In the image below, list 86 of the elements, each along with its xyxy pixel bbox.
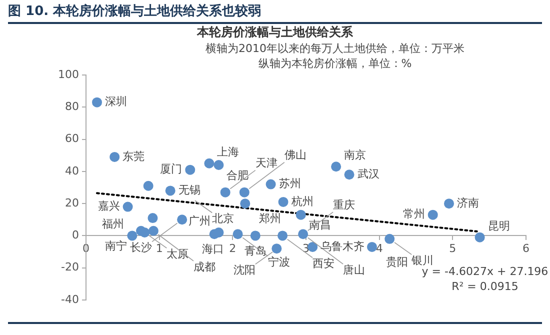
annotation: 厦门 [160,162,182,176]
y-tick-label: 100 [58,68,79,81]
point [214,228,224,238]
x-tick-label: 4 [376,242,383,256]
point [272,244,282,254]
annotation: 青岛 [244,244,266,258]
annotation: 沈阳 [233,264,256,277]
annotation: 唐山 [343,263,366,276]
text: 纵轴为本轮房价涨幅，单位：% [257,56,413,71]
point [428,210,438,220]
point [367,242,377,252]
annotation: 杭州 [290,194,314,208]
x-tick-label: 1 [156,242,163,256]
annotation: 海口 [202,242,224,256]
point [240,198,250,209]
point [298,229,308,240]
annotation: 常州 [402,208,425,221]
y-tick-label: 60 [65,132,79,146]
annotation: y = -4.6027x + 27.196 [422,265,550,278]
annotation: 合肥 [226,168,249,182]
annotation: 南京 [344,148,366,162]
annotation: 广州 [188,214,211,228]
point [122,202,133,212]
point [239,187,250,198]
annotation: 济南 [457,196,479,210]
point [177,214,188,225]
annotation: 天津 [255,156,278,170]
annotation: 无锡 [178,184,200,197]
point [384,234,395,244]
annotation: 长沙 [130,241,152,254]
annotation: 南昌 [308,218,331,232]
annotation: 东莞 [122,150,145,163]
annotation: 太原 [166,247,189,260]
point [92,97,102,108]
annotation: 南宁 [105,239,127,252]
annotation: 贵阳 [386,256,408,269]
annotation: 上海 [217,145,240,158]
point [266,179,276,190]
point [444,198,454,209]
annotation: 西安 [312,257,335,270]
y-tick-label: 40 [65,164,79,178]
point [143,180,154,191]
annotation: 成都 [193,260,216,274]
annotation: 苏州 [278,177,301,190]
point [296,210,306,220]
point [474,232,485,242]
annotation: 昆明 [488,219,510,232]
y-tick-label: 80 [65,100,79,113]
point [220,187,230,198]
annotation: 福州 [102,218,124,231]
annotation: 武汉 [357,168,380,180]
point [331,162,342,172]
point [214,160,224,170]
annotation: 郑州 [259,212,282,226]
annotation: 深圳 [105,95,127,108]
point [148,213,158,224]
annotation: 重庆 [333,198,356,212]
point [185,164,196,175]
point [344,170,354,180]
text: 横轴为2010年以来的每万人土地供给，单位：万平米 [204,41,466,56]
point [140,228,150,238]
annotation: 宁波 [268,255,290,268]
annotation: 乌鲁木齐 [320,240,365,253]
chart-subtitle: 本轮房价涨幅与土地供给关系 [196,24,354,41]
point [204,158,214,168]
y-tick-label: -20 [61,260,79,274]
point [110,152,120,162]
point [232,229,243,240]
annotation: R² = 0.0915 [450,280,520,293]
point [148,226,158,236]
point [278,230,288,241]
annotation: 佛山 [284,148,306,162]
x-tick-label: 5 [449,242,456,256]
point [278,196,288,207]
point [127,230,138,241]
point [165,186,176,196]
annotation: 北京 [212,212,234,226]
annotation: 银川 [410,254,434,267]
y-tick-label: 20 [65,196,79,210]
x-tick-label: 2 [229,242,236,256]
point [250,230,260,241]
annotation: 嘉兴 [98,200,120,213]
y-tick-label: 0 [72,228,79,242]
chart-title: 图 10. 本轮房价涨幅与土地供给关系也较弱 [8,2,542,24]
y-tick-label: -40 [61,292,79,306]
x-tick-label: 6 [522,242,530,256]
